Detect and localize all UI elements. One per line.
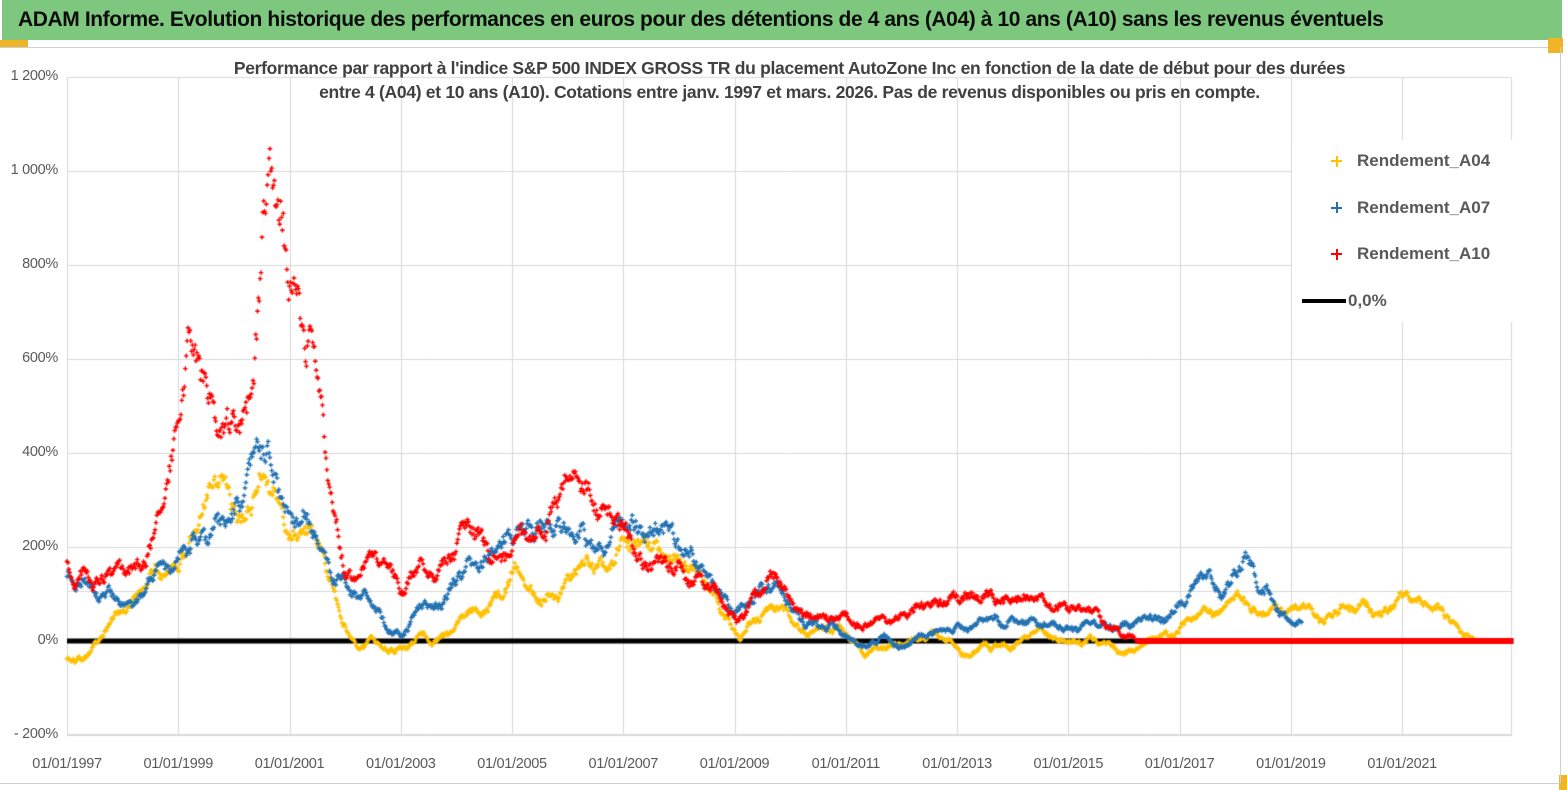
chart-legend: Rendement_A04 Rendement_A07 Rendement_A10 0… bbox=[1292, 140, 1512, 322]
x-axis-tick: 01/01/2009 bbox=[699, 756, 770, 772]
x-axis-tick: 01/01/2021 bbox=[1367, 756, 1437, 772]
x-axis-tick: 01/01/2013 bbox=[922, 756, 992, 772]
legend-plus-marker-icon bbox=[1330, 248, 1343, 261]
chart-title: Performance par rapport à l'indice S&P 5… bbox=[67, 56, 1512, 104]
x-axis-tick: 01/01/2003 bbox=[365, 756, 436, 772]
y-axis-tick: - 200% bbox=[13, 726, 58, 742]
y-axis-tick: 1 000% bbox=[10, 162, 59, 178]
x-axis-tick: 01/01/2011 bbox=[811, 756, 881, 772]
x-axis-tick: 01/01/2019 bbox=[1256, 756, 1326, 772]
x-axis-tick: 01/01/2007 bbox=[588, 756, 659, 772]
x-axis-tick: 01/01/2005 bbox=[477, 756, 547, 772]
legend-item-0-0-: 0,0% bbox=[1302, 286, 1387, 316]
chart-title-line1: Performance par rapport à l'indice S&P 5… bbox=[233, 58, 1346, 78]
y-axis-tick: 1 200% bbox=[10, 68, 59, 84]
y-axis-tick: 600% bbox=[22, 350, 58, 366]
legend-item-rendement-a07: Rendement_A07 bbox=[1330, 193, 1490, 223]
x-axis-tick: 01/01/2017 bbox=[1144, 756, 1215, 772]
legend-label: Rendement_A07 bbox=[1357, 197, 1491, 217]
y-axis-tick: 400% bbox=[22, 444, 58, 460]
legend-label: Rendement_A04 bbox=[1357, 151, 1491, 170]
y-axis-tick: 800% bbox=[22, 256, 58, 272]
legend-label: Rendement_A10 bbox=[1357, 244, 1491, 263]
legend-item-rendement-a04: Rendement_A04 bbox=[1330, 146, 1490, 176]
legend-plus-marker-icon bbox=[1330, 201, 1343, 214]
y-axis-tick: 200% bbox=[22, 538, 58, 554]
y-axis-tick: 0% bbox=[37, 632, 59, 648]
x-axis-tick: 01/01/2001 bbox=[254, 756, 325, 772]
x-axis-tick: 01/01/1999 bbox=[143, 756, 214, 772]
x-axis-tick: 01/01/2015 bbox=[1033, 756, 1104, 772]
legend-plus-marker-icon bbox=[1330, 155, 1343, 168]
x-axis-tick: 01/01/1997 bbox=[32, 756, 102, 772]
chart-title-line2: entre 4 (A04) et 10 ans (A10). Cotations… bbox=[319, 82, 1260, 102]
legend-item-rendement-a10: Rendement_A10 bbox=[1330, 239, 1490, 269]
legend-line-marker-icon bbox=[1302, 298, 1346, 303]
legend-label: 0,0% bbox=[1348, 290, 1387, 310]
